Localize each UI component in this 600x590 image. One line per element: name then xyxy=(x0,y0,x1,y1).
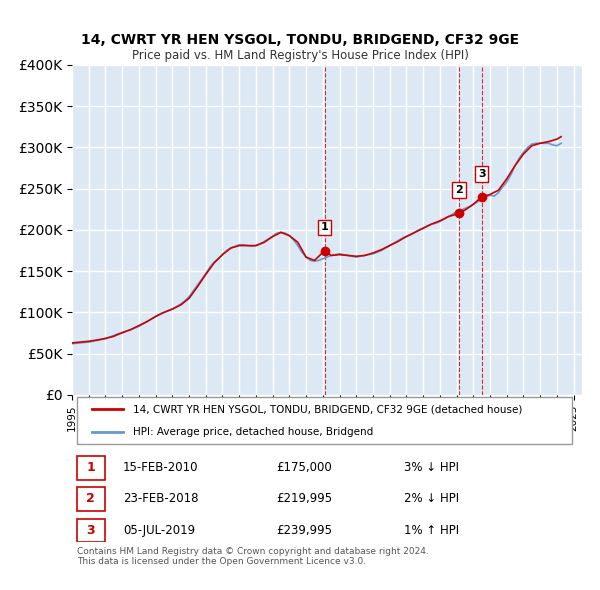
FancyBboxPatch shape xyxy=(77,398,572,444)
Text: Contains HM Land Registry data © Crown copyright and database right 2024.
This d: Contains HM Land Registry data © Crown c… xyxy=(77,547,429,566)
Text: 2: 2 xyxy=(455,185,463,195)
Text: 3: 3 xyxy=(86,523,95,536)
Text: £239,995: £239,995 xyxy=(276,523,332,536)
Text: 2: 2 xyxy=(86,492,95,505)
Text: 15-FEB-2010: 15-FEB-2010 xyxy=(123,461,199,474)
Text: £175,000: £175,000 xyxy=(276,461,332,474)
Text: 3% ↓ HPI: 3% ↓ HPI xyxy=(404,461,458,474)
Text: 05-JUL-2019: 05-JUL-2019 xyxy=(123,523,195,536)
Text: 1% ↑ HPI: 1% ↑ HPI xyxy=(404,523,458,536)
Text: Price paid vs. HM Land Registry's House Price Index (HPI): Price paid vs. HM Land Registry's House … xyxy=(131,49,469,62)
Text: 14, CWRT YR HEN YSGOL, TONDU, BRIDGEND, CF32 9GE: 14, CWRT YR HEN YSGOL, TONDU, BRIDGEND, … xyxy=(81,33,519,47)
FancyBboxPatch shape xyxy=(77,487,105,511)
Text: 23-FEB-2018: 23-FEB-2018 xyxy=(123,492,199,505)
Text: 3: 3 xyxy=(478,169,485,179)
Text: 1: 1 xyxy=(321,222,329,232)
Text: HPI: Average price, detached house, Bridgend: HPI: Average price, detached house, Brid… xyxy=(133,427,373,437)
FancyBboxPatch shape xyxy=(77,455,105,480)
Text: £219,995: £219,995 xyxy=(276,492,332,505)
Text: 2% ↓ HPI: 2% ↓ HPI xyxy=(404,492,458,505)
Text: 14, CWRT YR HEN YSGOL, TONDU, BRIDGEND, CF32 9GE (detached house): 14, CWRT YR HEN YSGOL, TONDU, BRIDGEND, … xyxy=(133,404,523,414)
Text: 1: 1 xyxy=(86,461,95,474)
FancyBboxPatch shape xyxy=(77,519,105,542)
